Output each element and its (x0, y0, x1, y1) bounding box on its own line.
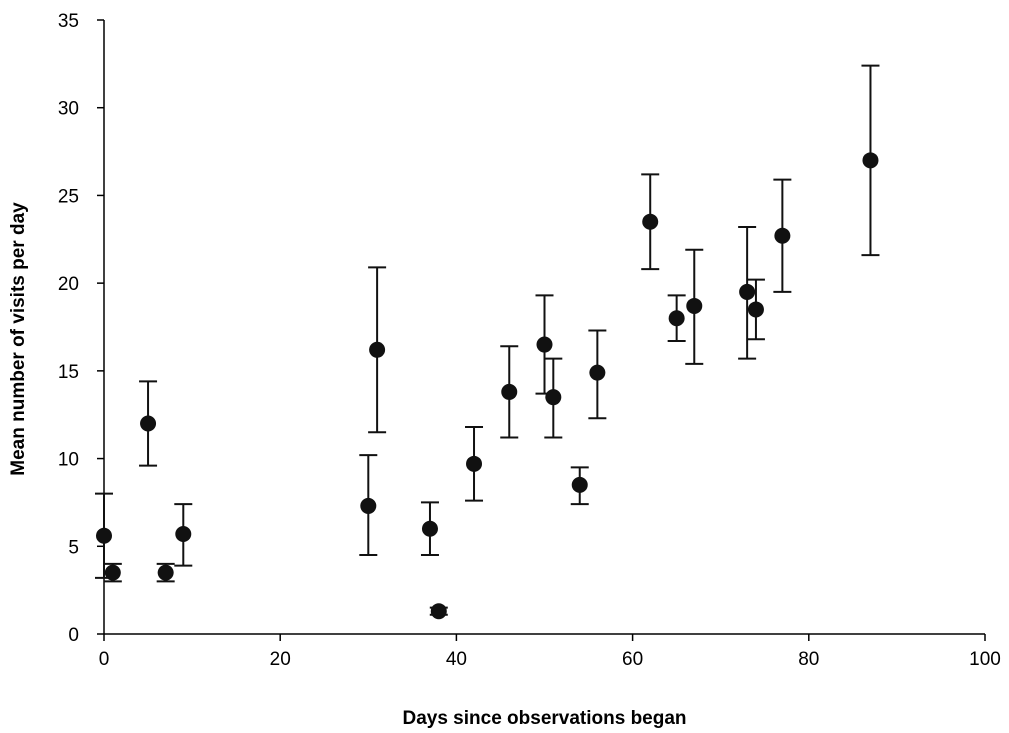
x-tick-label: 0 (99, 649, 110, 670)
data-point (140, 415, 157, 432)
data-point (686, 297, 703, 314)
y-axis-title: Mean number of visits per day (8, 202, 29, 476)
data-point (96, 527, 112, 544)
data-point (536, 336, 553, 353)
y-tick-label: 0 (68, 625, 79, 646)
y-tick-label: 5 (68, 537, 79, 558)
data-point (642, 213, 659, 230)
x-axis-title: Days since observations began (402, 708, 686, 729)
data-point (175, 526, 192, 543)
x-axis-ticks: 0 20 40 60 80 100 (99, 634, 1001, 670)
data-point (774, 227, 791, 244)
data-point (104, 564, 121, 581)
data-point (157, 564, 174, 581)
data-point (747, 301, 764, 318)
data-point (862, 152, 879, 169)
x-tick-label: 40 (446, 649, 467, 670)
x-tick-label: 100 (969, 649, 1001, 670)
data-point (430, 603, 447, 620)
data-points (96, 152, 879, 620)
y-tick-label: 20 (58, 274, 79, 295)
data-point (545, 389, 562, 406)
x-tick-label: 80 (798, 649, 819, 670)
error-bars (95, 64, 880, 616)
data-point (589, 364, 606, 381)
data-point (501, 383, 518, 400)
y-tick-label: 10 (58, 450, 79, 471)
data-point (668, 310, 685, 327)
y-tick-label: 30 (58, 99, 79, 120)
y-tick-label: 35 (58, 11, 79, 32)
y-axis-ticks: 0 5 10 15 20 25 30 35 (58, 11, 104, 646)
data-point (571, 476, 588, 493)
y-tick-label: 25 (58, 186, 79, 207)
x-tick-label: 20 (270, 649, 291, 670)
data-point (739, 283, 756, 300)
data-point (466, 455, 483, 472)
y-tick-label: 15 (58, 362, 79, 383)
data-point (421, 520, 438, 537)
data-point (360, 497, 377, 514)
x-tick-label: 60 (622, 649, 643, 670)
data-point (369, 341, 386, 358)
